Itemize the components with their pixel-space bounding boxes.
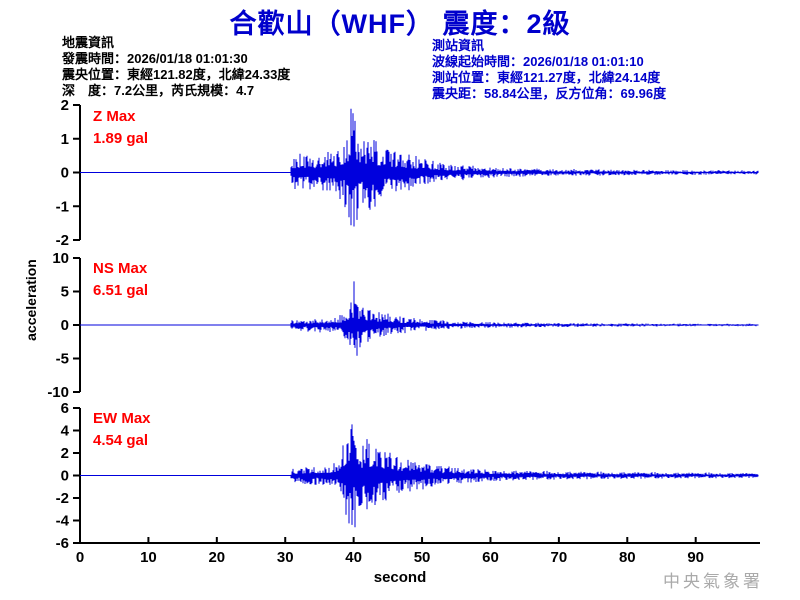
y-axis-title: acceleration — [23, 259, 39, 341]
station-info-heading: 測站資訊 — [432, 38, 485, 53]
waveform-ns — [290, 281, 759, 356]
station-location: 測站位置：東經121.27度，北緯24.14度 — [432, 70, 661, 85]
trace-ns-max-label: NS Max 6.51 gal — [93, 258, 148, 302]
trace-ew-max-label: EW Max 4.54 gal — [93, 408, 151, 452]
trace-ns-max-value: 6.51 gal — [93, 282, 149, 299]
y-tick-label: -2 — [56, 232, 69, 249]
x-tick-label: 30 — [277, 549, 294, 566]
y-tick-label: -4 — [56, 513, 70, 530]
y-tick-label: -5 — [56, 351, 69, 368]
x-tick-label: 40 — [345, 549, 362, 566]
x-tick-label: 60 — [482, 549, 499, 566]
origin-time: 發震時間：2026/01/18 01:01:30 — [62, 51, 248, 66]
y-tick-label: -1 — [56, 198, 69, 215]
x-tick-label: 20 — [208, 549, 225, 566]
station-info-block: 測站資訊 波線起始時間：2026/01/18 01:01:10 測站位置：東經1… — [432, 38, 666, 102]
y-tick-label: 2 — [61, 445, 69, 462]
y-tick-label: 1 — [61, 131, 69, 148]
y-tick-label: -10 — [47, 384, 69, 401]
x-tick-label: 50 — [414, 549, 431, 566]
depth-magnitude: 深 度：7.2公里，芮氏規模：4.7 — [62, 83, 255, 98]
y-tick-label: -6 — [56, 535, 69, 552]
trace-z-max-label: Z Max 1.89 gal — [93, 106, 148, 150]
waveform-ew — [290, 424, 759, 528]
y-tick-label: 2 — [61, 97, 69, 114]
earthquake-info-block: 地震資訊 發震時間：2026/01/18 01:01:30 震央位置：東經121… — [62, 35, 290, 99]
y-tick-label: 0 — [61, 468, 69, 485]
wave-start-time: 波線起始時間：2026/01/18 01:01:10 — [432, 54, 644, 69]
x-tick-label: 70 — [551, 549, 568, 566]
trace-z-name: Z Max — [93, 108, 136, 125]
trace-z-max-value: 1.89 gal — [93, 130, 149, 147]
y-tick-label: 6 — [61, 400, 69, 417]
y-tick-label: -2 — [56, 490, 69, 507]
trace-ew-name: EW Max — [93, 410, 151, 427]
y-tick-label: 10 — [52, 250, 69, 267]
waveform-z — [290, 108, 759, 227]
trace-ns-name: NS Max — [93, 260, 148, 277]
trace-ew-max-value: 4.54 gal — [93, 432, 149, 449]
y-tick-label: 0 — [61, 317, 69, 334]
page-title: 合歡山（WHF） 震度：2級 — [229, 9, 571, 39]
x-tick-label: 90 — [687, 549, 704, 566]
y-tick-label: 5 — [61, 284, 69, 301]
x-axis-title: second — [373, 569, 427, 586]
agency-watermark: 中央氣象署 — [663, 572, 763, 591]
x-tick-label: 10 — [140, 549, 157, 566]
distance-azimuth: 震央距：58.84公里，反方位角：69.96度 — [432, 86, 667, 101]
earthquake-info-heading: 地震資訊 — [62, 35, 115, 50]
x-tick-label: 0 — [76, 549, 84, 566]
epicenter-location: 震央位置：東經121.82度，北緯24.33度 — [62, 67, 291, 82]
x-tick-label: 80 — [619, 549, 636, 566]
y-tick-label: 0 — [61, 165, 69, 182]
y-tick-label: 4 — [61, 423, 70, 440]
